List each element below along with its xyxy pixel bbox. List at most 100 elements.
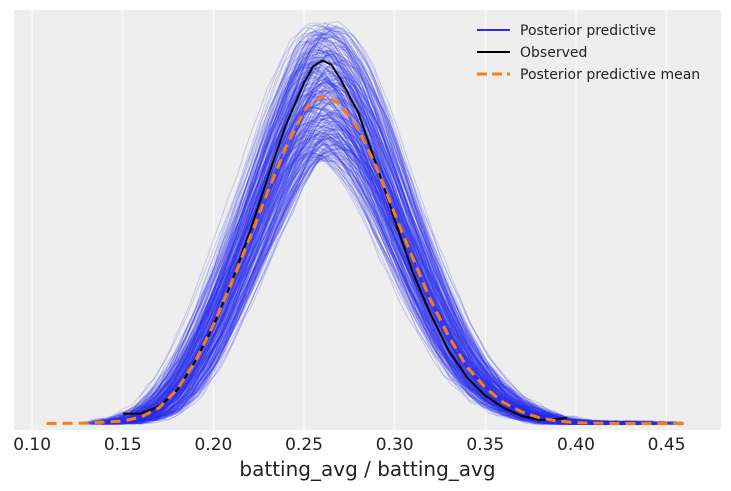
posterior-predictive-draw: [110, 31, 661, 425]
posterior-predictive-draw: [115, 52, 605, 425]
posterior-predictive-draw: [124, 58, 578, 422]
posterior-predictive-draw: [137, 87, 598, 425]
posterior-predictive-draw: [112, 32, 579, 425]
posterior-predictive-draw: [94, 140, 607, 425]
posterior-predictive-draw: [102, 32, 586, 424]
posterior-predictive-draw: [88, 75, 581, 425]
posterior-predictive-draw: [94, 136, 643, 425]
posterior-predictive-draw: [109, 108, 653, 425]
posterior-predictive-draw: [92, 133, 656, 425]
posterior-predictive-draw: [133, 143, 597, 422]
posterior-predictive-draw: [93, 81, 617, 425]
posterior-predictive-draw: [112, 133, 623, 425]
posterior-predictive-draw: [88, 77, 604, 425]
posterior-predictive-draw: [128, 153, 636, 425]
posterior-predictive-draw: [128, 153, 637, 425]
posterior-predictive-draw: [88, 52, 579, 424]
x-axis-label: batting_avg / batting_avg: [239, 457, 495, 481]
plot-background: [14, 10, 721, 430]
posterior-predictive-draw: [98, 151, 599, 425]
posterior-predictive-draw: [94, 66, 643, 425]
posterior-predictive-draw: [101, 59, 613, 425]
posterior-predictive-draw: [124, 144, 601, 425]
posterior-predictive-draw: [95, 152, 579, 425]
posterior-predictive-draw: [122, 99, 589, 425]
posterior-predictive-draw: [135, 104, 679, 425]
posterior-predictive-draw: [93, 26, 614, 425]
posterior-predictive-draw: [120, 116, 664, 425]
posterior-predictive-draw: [115, 45, 578, 423]
posterior-predictive-draw: [89, 56, 638, 425]
posterior-predictive-draw: [109, 51, 632, 425]
posterior-predictive-draw: [107, 114, 668, 425]
posterior-predictive-draw: [104, 98, 615, 425]
posterior-predictive-draw: [134, 114, 600, 425]
posterior-predictive-draw: [104, 118, 599, 425]
x-tick-label: 0.40: [557, 435, 595, 455]
legend-observed-label: Observed: [520, 45, 587, 61]
posterior-predictive-draw: [94, 81, 673, 425]
posterior-predictive-draw: [102, 94, 652, 425]
posterior-predictive-draw: [106, 152, 684, 425]
posterior-predictive-draw: [114, 130, 580, 425]
posterior-predictive-draw: [102, 83, 613, 425]
posterior-predictive-draw: [104, 124, 618, 425]
posterior-predictive-draw: [133, 67, 679, 425]
posterior-predictive-draw: [102, 66, 653, 425]
posterior-predictive-draw: [127, 49, 671, 425]
posterior-predictive-draw: [104, 123, 667, 425]
posterior-predictive-draw: [138, 95, 587, 425]
posterior-predictive-draw: [128, 134, 685, 425]
posterior-predictive-draw: [104, 112, 615, 425]
posterior-predictive-draw: [105, 60, 681, 425]
posterior-predictive-draw: [105, 79, 638, 425]
posterior-predictive-draw: [110, 89, 651, 425]
posterior-predictive-draw: [140, 44, 600, 425]
posterior-predictive-draw: [114, 152, 603, 425]
posterior-predictive-draw: [101, 116, 653, 425]
posterior-predictive-draw: [126, 79, 661, 425]
posterior-predictive-draw: [136, 21, 588, 423]
posterior-predictive-draw: [138, 106, 664, 425]
x-tick-label: 0.30: [376, 435, 414, 455]
posterior-predictive-draw: [111, 30, 604, 425]
posterior-predictive-draw: [112, 49, 627, 425]
posterior-predictive-draw: [122, 83, 588, 422]
posterior-predictive-draw: [125, 131, 670, 425]
posterior-predictive-draw: [123, 129, 661, 425]
posterior-predictive-draw: [100, 148, 639, 425]
posterior-predictive-draw: [122, 125, 665, 425]
posterior-predictive-draw: [119, 156, 578, 424]
posterior-predictive-draw: [96, 133, 596, 425]
posterior-predictive-draw: [125, 65, 668, 425]
posterior-predictive-draw: [133, 97, 619, 425]
x-tick-label: 0.35: [466, 435, 504, 455]
posterior-predictive-draw: [119, 46, 595, 425]
posterior-predictive-draw: [127, 67, 585, 425]
posterior-predictive-draw: [101, 22, 599, 424]
posterior-predictive-draw: [108, 146, 637, 425]
posterior-predictive-draw: [89, 70, 635, 425]
posterior-predictive-draw: [126, 140, 685, 425]
posterior-predictive-draw: [134, 40, 584, 425]
posterior-predictive-draw: [106, 33, 659, 425]
posterior-predictive-draw: [126, 97, 621, 425]
posterior-predictive-draw: [112, 146, 613, 425]
posterior-predictive-draw: [86, 128, 622, 425]
posterior-predictive-draw: [138, 124, 590, 425]
posterior-predictive-draw: [124, 148, 582, 425]
posterior-predictive-draw: [120, 140, 638, 425]
posterior-predictive-draw: [112, 107, 665, 425]
posterior-predictive-draw: [107, 88, 610, 425]
posterior-predictive-draw: [138, 26, 593, 425]
posterior-predictive-draw: [97, 136, 610, 425]
x-tick-label: 0.15: [104, 435, 142, 455]
legend: Posterior predictive Observed Posterior …: [477, 23, 700, 83]
posterior-predictive-draw: [130, 27, 641, 425]
posterior-predictive-draw: [122, 30, 585, 425]
posterior-predictive-draw: [138, 135, 667, 425]
posterior-predictive-draw: [87, 76, 681, 425]
posterior-predictive-draw: [96, 154, 627, 425]
legend-posterior-predictive-label: Posterior predictive: [520, 23, 656, 39]
